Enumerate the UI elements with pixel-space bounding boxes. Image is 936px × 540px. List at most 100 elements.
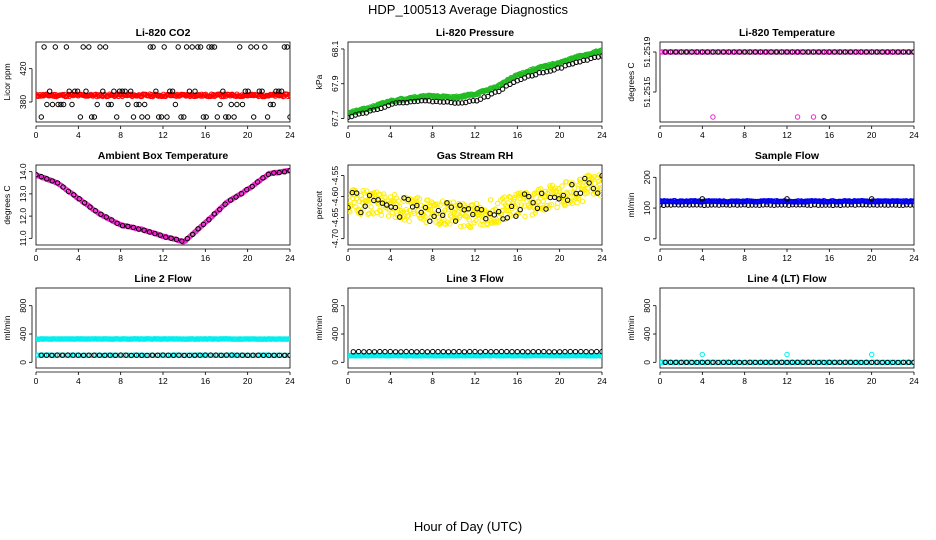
data-point xyxy=(116,88,123,94)
data-point xyxy=(546,202,552,208)
x-tick-label: 4 xyxy=(76,376,81,386)
data-point xyxy=(895,359,901,366)
x-tick-label: 20 xyxy=(243,253,253,263)
data-point xyxy=(392,349,399,355)
data-point xyxy=(599,348,602,355)
data-point xyxy=(284,44,290,50)
y-axis-label: degrees C xyxy=(626,62,636,101)
data-point xyxy=(731,49,737,55)
data-point xyxy=(209,44,215,50)
data-point xyxy=(869,196,875,202)
data-point xyxy=(720,359,727,365)
data-point xyxy=(456,348,462,355)
data-point xyxy=(493,349,499,355)
data-point xyxy=(598,186,602,192)
y-tick-label: 51.2515 xyxy=(642,76,652,107)
data-point xyxy=(582,175,588,182)
data-point xyxy=(282,352,288,358)
data-point xyxy=(418,209,424,216)
data-point xyxy=(546,205,552,211)
data-point xyxy=(128,352,135,359)
x-tick-label: 24 xyxy=(909,130,919,140)
data-point xyxy=(203,114,209,120)
data-point xyxy=(147,44,154,50)
data-point xyxy=(573,59,579,65)
data-point xyxy=(186,88,193,94)
data-point xyxy=(584,190,590,196)
data-point xyxy=(358,193,364,199)
data-point xyxy=(414,202,420,209)
data-point xyxy=(890,359,896,366)
data-point xyxy=(167,88,173,94)
data-point xyxy=(431,211,437,217)
data-point xyxy=(400,100,406,106)
data-point xyxy=(435,349,441,355)
data-point xyxy=(588,349,595,355)
data-point xyxy=(416,196,423,202)
data-point xyxy=(155,352,161,358)
data-point xyxy=(662,359,668,365)
data-point xyxy=(810,114,817,120)
data-points xyxy=(348,172,602,231)
data-point xyxy=(362,203,368,209)
data-point xyxy=(65,188,72,195)
x-tick-label: 0 xyxy=(34,253,39,263)
data-point xyxy=(36,172,39,178)
data-point xyxy=(281,44,288,50)
data-point xyxy=(704,49,711,55)
data-point xyxy=(599,352,602,359)
data-point xyxy=(710,114,716,120)
data-point xyxy=(445,349,452,355)
data-point xyxy=(408,349,415,355)
data-point xyxy=(842,49,848,55)
x-tick-label: 16 xyxy=(825,130,835,140)
data-point xyxy=(504,215,510,221)
data-point xyxy=(752,359,758,366)
data-point xyxy=(678,359,684,365)
data-point xyxy=(144,352,150,359)
data-point xyxy=(179,238,185,244)
data-point xyxy=(130,224,137,231)
data-point xyxy=(559,183,565,189)
data-point xyxy=(495,200,501,207)
data-points xyxy=(660,351,914,366)
x-tick-label: 8 xyxy=(118,130,123,140)
data-point xyxy=(768,359,774,365)
data-point xyxy=(77,114,84,120)
data-point xyxy=(233,194,239,200)
data-points xyxy=(660,196,914,209)
data-point xyxy=(441,99,447,105)
panel-5: Sample Flow 0 4 8 12 16 20 24 0 100 200 ml/min xyxy=(626,150,919,263)
data-point xyxy=(810,49,817,55)
data-point xyxy=(516,210,522,216)
data-point xyxy=(125,101,131,108)
data-point xyxy=(356,111,362,117)
data-point xyxy=(43,352,50,358)
data-point xyxy=(202,352,209,358)
panel-7: Line 3 Flow 0 4 8 12 16 20 24 0 400 800 ml/min xyxy=(314,273,607,386)
data-point xyxy=(69,101,75,108)
data-point xyxy=(175,44,181,50)
data-point xyxy=(784,351,790,358)
data-point xyxy=(133,101,140,108)
y-tick-label: -4.55 xyxy=(330,166,340,186)
data-point xyxy=(575,195,582,201)
data-point xyxy=(704,359,711,365)
data-point xyxy=(534,205,541,212)
data-point xyxy=(491,212,498,218)
x-tick-label: 20 xyxy=(243,130,253,140)
data-point xyxy=(96,352,103,358)
y-axis-label: ml/min xyxy=(626,315,636,340)
data-point xyxy=(234,352,240,358)
data-point xyxy=(578,348,584,355)
data-point xyxy=(59,352,66,358)
data-point xyxy=(47,88,53,94)
data-point xyxy=(411,210,417,217)
data-points xyxy=(348,47,602,120)
data-point xyxy=(874,359,880,365)
data-point xyxy=(473,217,479,224)
data-point xyxy=(403,348,409,355)
data-point xyxy=(847,49,854,55)
data-point xyxy=(287,167,290,174)
